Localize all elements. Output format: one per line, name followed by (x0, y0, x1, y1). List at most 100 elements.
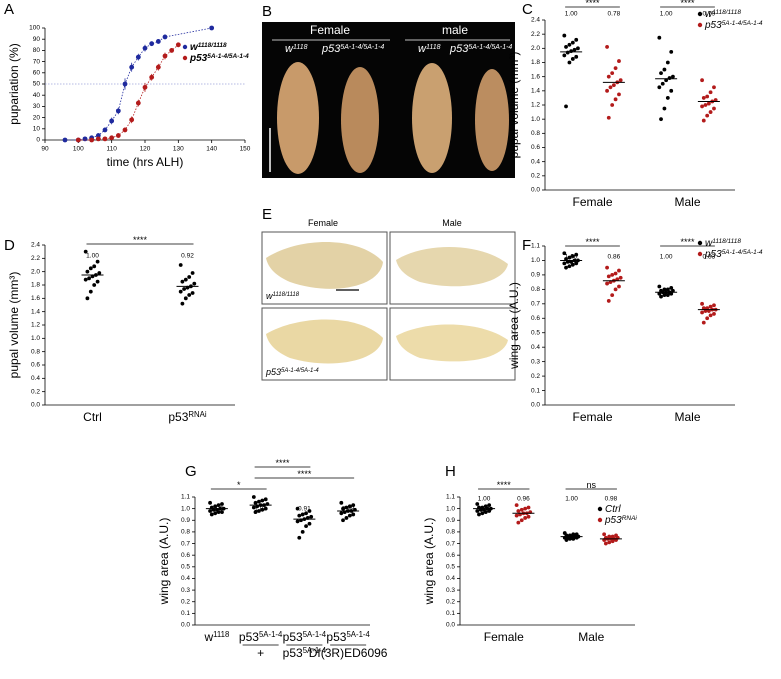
data-point (567, 42, 572, 47)
data-point (712, 106, 716, 111)
data-point (190, 291, 195, 295)
data-point (610, 103, 615, 107)
ratio-label: 1.00 (211, 506, 224, 513)
data-point (611, 83, 616, 88)
data-point (608, 85, 613, 90)
photo-panel-b: B Female male w1118 p535A-1-4/5A-1-4 w11… (262, 3, 515, 178)
data-point (300, 530, 305, 534)
sup: 1118/1118 (198, 42, 227, 49)
sup: RNAi (622, 515, 638, 522)
y-tick-label: 0.2 (446, 598, 455, 605)
text-part: p53 (326, 630, 346, 644)
text-part: Female (484, 630, 524, 644)
data-point (251, 495, 256, 499)
data-point (155, 39, 161, 44)
data-point (178, 289, 183, 294)
data-point (347, 504, 352, 509)
data-point (659, 117, 663, 122)
significance-label: **** (133, 235, 148, 245)
data-point (514, 503, 519, 508)
data-point (572, 47, 577, 52)
sup: 5A-1-4 (303, 630, 327, 639)
data-point (347, 513, 352, 518)
data-point (182, 287, 187, 291)
sup: 1118/1118 (273, 292, 300, 298)
photo-header: Female (310, 23, 350, 37)
data-point (605, 45, 609, 49)
ratio-label: 1.00 (478, 496, 491, 503)
data-point (341, 506, 345, 511)
x-tick-label: p535A-1-4 (326, 630, 370, 645)
y-tick-label: 0.5 (446, 564, 455, 571)
data-point (102, 136, 108, 142)
y-axis-label: wing area (A.U.) (157, 518, 171, 606)
y-tick-label: 0.0 (531, 402, 540, 409)
data-point (700, 78, 704, 83)
legend-marker (182, 44, 188, 50)
data-point (708, 313, 713, 318)
data-point (565, 50, 570, 55)
data-point (613, 271, 618, 276)
data-point (307, 521, 312, 526)
data-point (208, 509, 212, 513)
data-point (665, 96, 670, 100)
data-point (701, 320, 706, 325)
data-point (617, 284, 621, 289)
data-point (85, 269, 90, 274)
data-point (344, 505, 349, 510)
x-tick-label: Female (484, 630, 524, 644)
y-tick-label: 2.0 (531, 45, 540, 52)
sup: 5A-1-4 (346, 630, 370, 639)
data-point (605, 281, 609, 286)
data-point (95, 133, 101, 138)
y-tick-label: 1.0 (31, 335, 40, 342)
legend-label: p53RNAi (604, 515, 637, 527)
wing (396, 246, 508, 287)
text-part: Female (572, 195, 612, 209)
data-point (617, 92, 621, 97)
text-part: p53 (283, 630, 303, 644)
data-point (618, 78, 623, 83)
y-tick-label: 90 (33, 36, 41, 43)
data-point (341, 518, 345, 523)
y-tick-label: 0.3 (446, 587, 455, 594)
data-point (574, 54, 579, 59)
genotype-label: w1118/1118 (266, 291, 300, 301)
ratio-label: 0.91 (298, 506, 311, 513)
text-part: p53 (704, 249, 722, 260)
data-point (662, 67, 667, 72)
legend-label: p535A-1-4/5A-1-4 (704, 249, 763, 261)
ratio-label: 1.00 (86, 253, 99, 260)
legend-label: Ctrl (605, 504, 621, 515)
data-point (307, 509, 312, 513)
wing (266, 319, 383, 364)
data-point (309, 514, 314, 519)
pupa (475, 69, 509, 171)
significance-label: **** (680, 0, 695, 8)
data-point (304, 511, 308, 516)
panel-letter: G (185, 463, 197, 480)
data-point (708, 90, 713, 95)
y-tick-label: 0.6 (531, 315, 540, 322)
data-point (570, 57, 575, 61)
y-tick-label: 1.8 (531, 59, 540, 66)
data-point (187, 275, 192, 279)
data-point (669, 88, 674, 93)
data-point (564, 265, 568, 270)
data-point (613, 287, 618, 292)
legend-marker (697, 240, 703, 246)
data-point (712, 85, 716, 90)
photo-header: Female (308, 218, 338, 228)
text-part: Ctrl (83, 410, 102, 424)
text-part: Df(3R)ED6096 (309, 646, 388, 660)
data-point (95, 279, 100, 284)
y-tick-label: 0.2 (31, 388, 40, 395)
y-tick-label: 60 (33, 70, 41, 77)
data-point (62, 137, 68, 143)
y-tick-label: 0.5 (531, 329, 540, 336)
data-point (304, 524, 308, 528)
text-part: w (705, 9, 713, 20)
pupa (412, 63, 452, 173)
data-point (253, 510, 258, 515)
ratio-label: 1.00 (565, 11, 578, 18)
